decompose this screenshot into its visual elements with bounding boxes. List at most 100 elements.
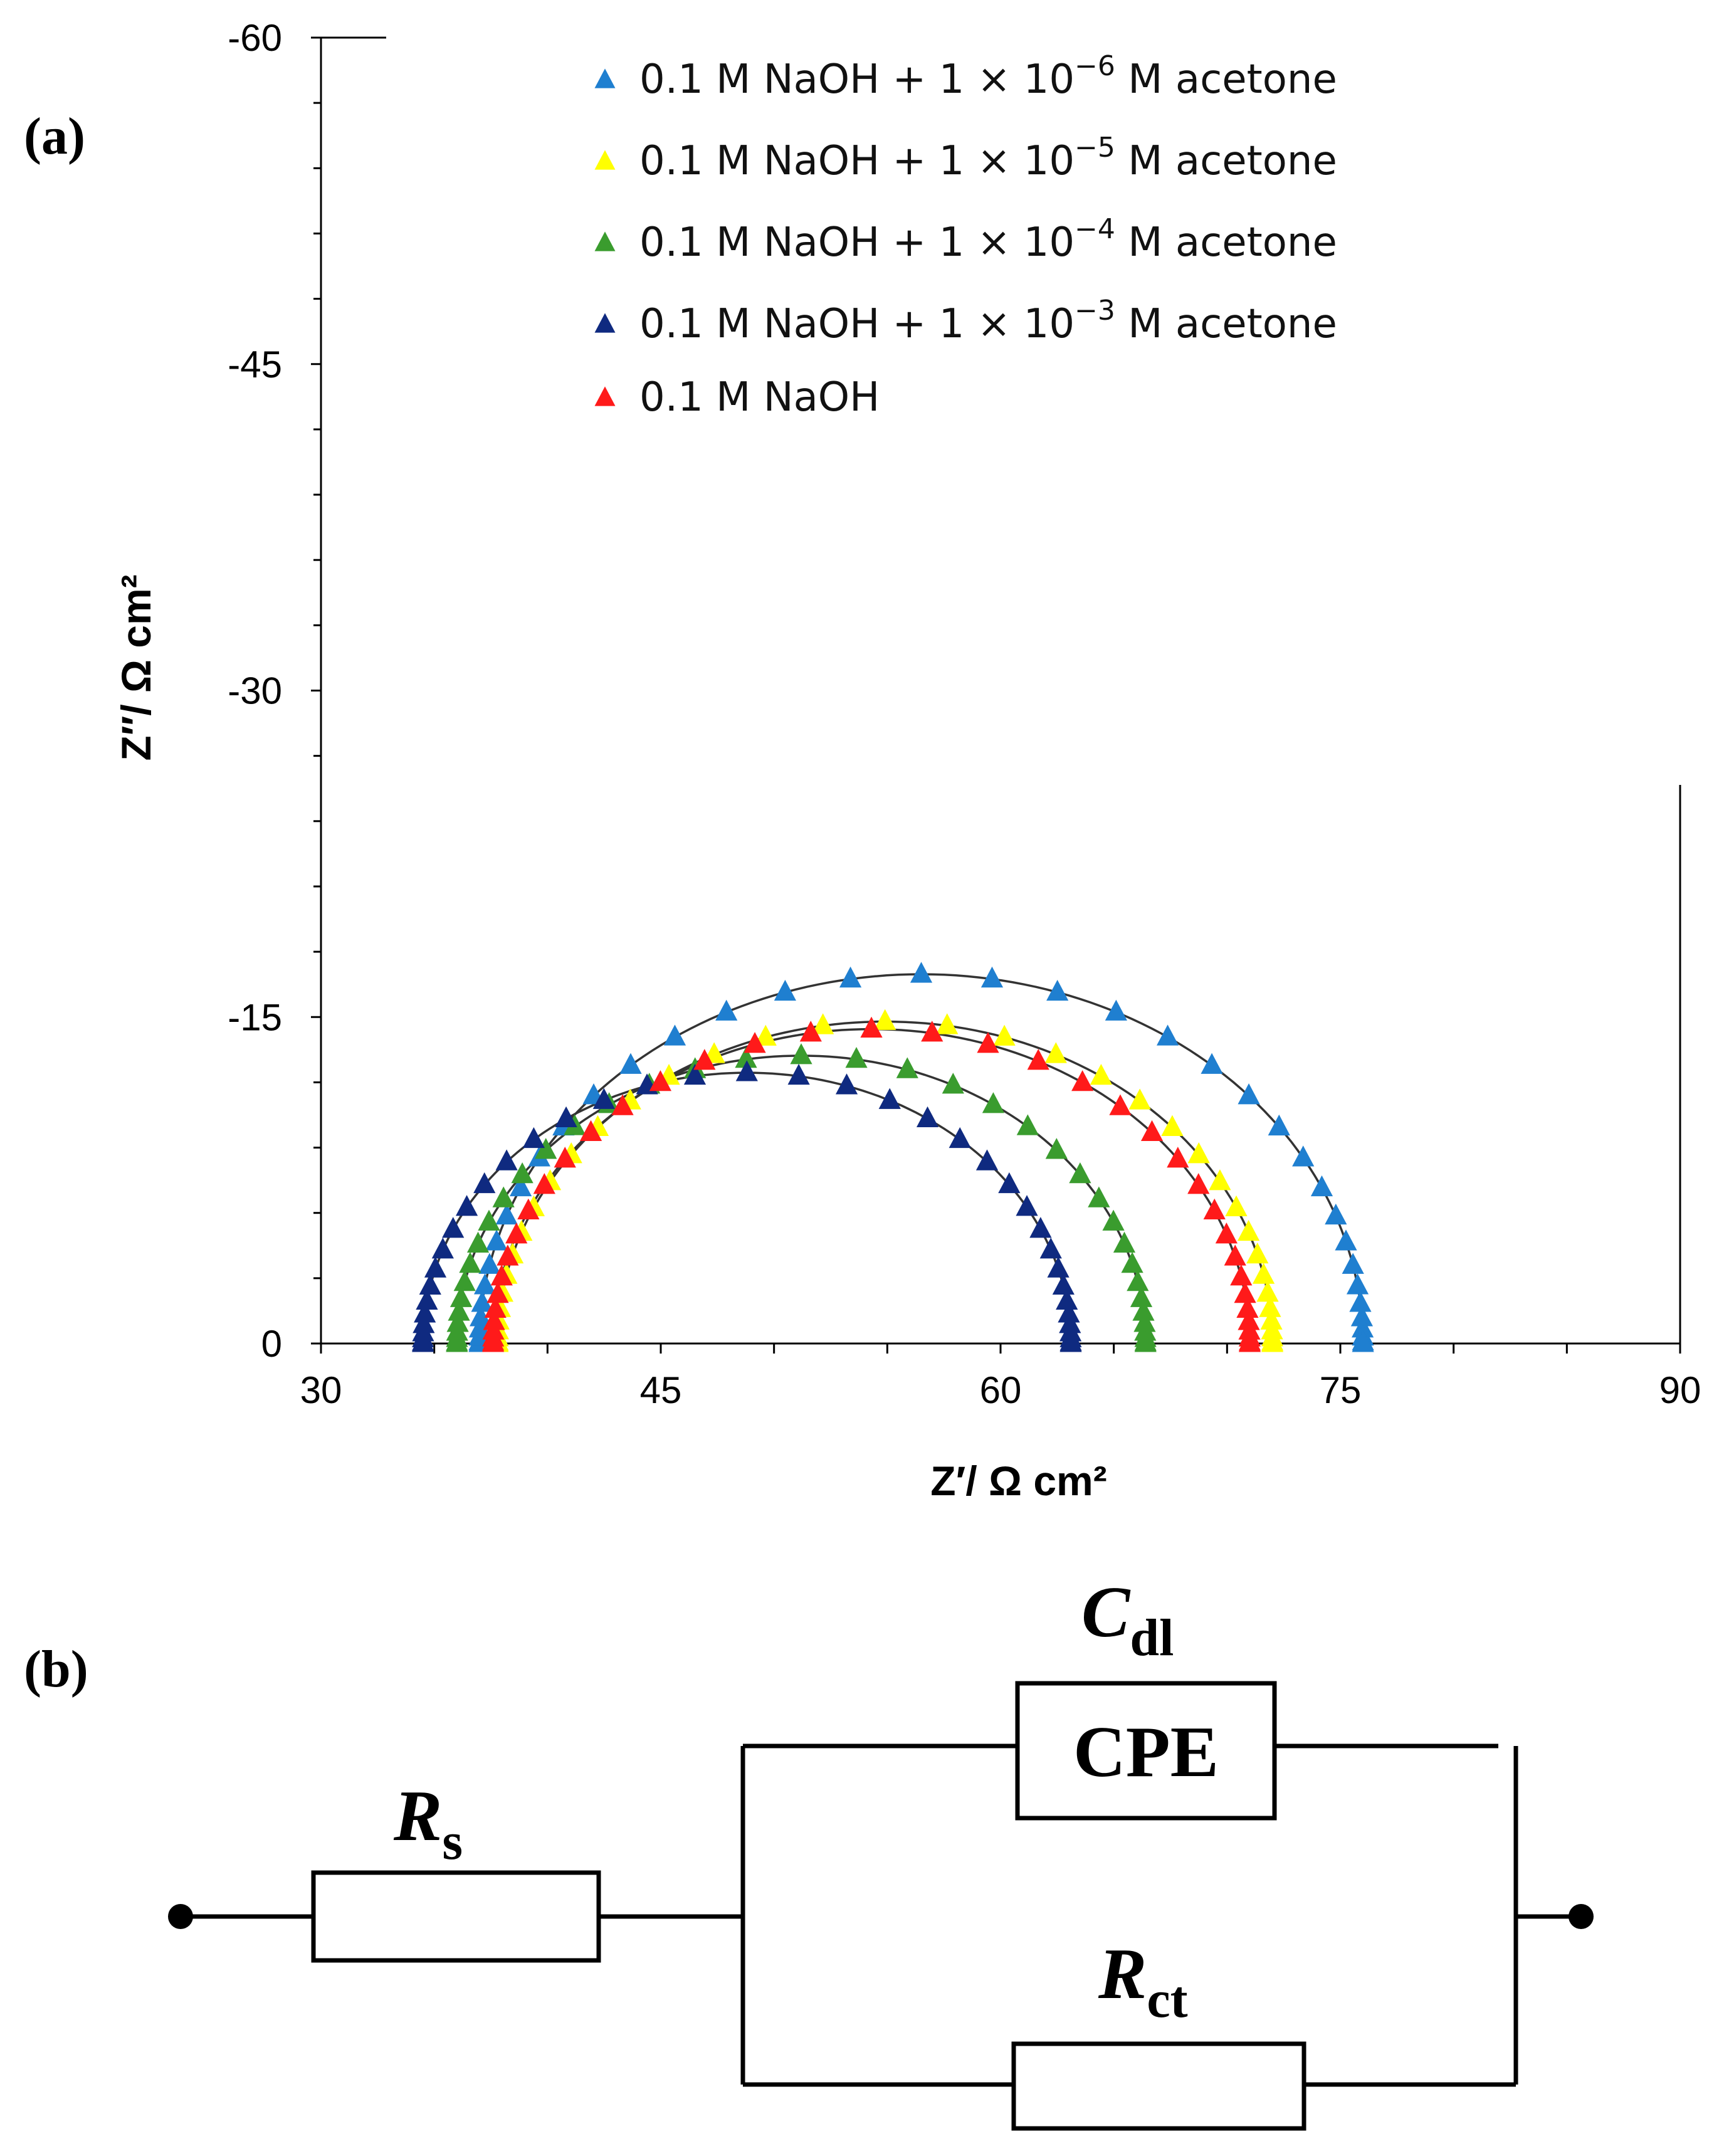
- panel-b-label: (b): [24, 1640, 88, 1698]
- data-point: [459, 1251, 481, 1273]
- cpe-text: CPE: [1073, 1712, 1219, 1792]
- legend-entry: 0.1 M NaOH + 1 × 10−4 M acetone: [639, 213, 1337, 266]
- data-point: [1029, 1217, 1052, 1238]
- data-point: [1201, 1053, 1223, 1074]
- data-point: [1059, 1331, 1082, 1352]
- data-point: [535, 1138, 557, 1159]
- data-point: [495, 1203, 518, 1225]
- data-point: [949, 1127, 971, 1149]
- data-point: [693, 1049, 716, 1070]
- data-point: [1224, 1244, 1246, 1266]
- data-point: [1310, 1175, 1333, 1197]
- data-point: [533, 1173, 555, 1194]
- data-point: [1234, 1281, 1256, 1303]
- data-point: [790, 1043, 812, 1065]
- nyquist-plot: 30 45 60 75 90 0 -15 -30 -45 -60: [228, 17, 1701, 1411]
- data-point: [1140, 1120, 1164, 1142]
- data-point: [744, 1032, 766, 1053]
- data-point: [812, 1013, 834, 1034]
- data-point: [1127, 1270, 1149, 1291]
- data-point: [1044, 1042, 1067, 1063]
- data-point: [1256, 1281, 1279, 1302]
- data-point: [982, 1092, 1005, 1113]
- data-point: [1109, 1094, 1132, 1115]
- rs-resistor: [311, 1870, 601, 1963]
- rs-label: Rs: [393, 1776, 463, 1871]
- data-point: [715, 999, 738, 1021]
- data-point: [414, 1301, 436, 1323]
- data-point: [1121, 1251, 1143, 1273]
- data-point: [1132, 1300, 1155, 1321]
- rct-resistor: [1011, 2041, 1306, 2131]
- data-point: [478, 1209, 500, 1231]
- data-point: [449, 1286, 473, 1307]
- y-tick-label: -45: [228, 344, 282, 386]
- legend-entry: 0.1 M NaOH + 1 × 10−6 M acetone: [639, 50, 1337, 103]
- data-point: [1342, 1253, 1364, 1274]
- data-point: [416, 1288, 438, 1310]
- data-point: [735, 1060, 758, 1081]
- data-point: [1046, 979, 1069, 1001]
- data-point: [1069, 1162, 1091, 1184]
- data-point: [1102, 1209, 1125, 1231]
- data-point: [554, 1147, 576, 1168]
- data-point: [522, 1127, 545, 1149]
- data-point: [611, 1094, 634, 1115]
- x-tick-label: 75: [1320, 1369, 1362, 1411]
- data-point: [1047, 1256, 1070, 1278]
- data-point: [1056, 1288, 1078, 1310]
- data-point: [774, 979, 796, 1001]
- data-point: [592, 1088, 615, 1109]
- data-point: [505, 1223, 528, 1244]
- data-point: [486, 1281, 509, 1303]
- data-point: [1016, 1195, 1038, 1216]
- legend-entry: 0.1 M NaOH: [639, 374, 880, 421]
- y-tick-label: -15: [228, 996, 282, 1038]
- data-point: [663, 1024, 686, 1046]
- data-point: [998, 1172, 1021, 1194]
- data-point: [468, 1317, 491, 1338]
- x-axis-title: Z′/ Ω cm²: [930, 1458, 1106, 1504]
- data-point: [1268, 1114, 1290, 1136]
- x-tick-label: 30: [300, 1369, 342, 1411]
- data-point: [1350, 1305, 1374, 1327]
- y-axis-title: Z″/ Ω cm²: [113, 574, 159, 760]
- data-point: [787, 1063, 810, 1085]
- data-point: [1187, 1173, 1210, 1194]
- legend-marker: [594, 68, 616, 88]
- x-tick-label: 60: [980, 1369, 1022, 1411]
- data-point: [473, 1273, 497, 1295]
- data-point: [485, 1229, 508, 1251]
- fit-curve: [456, 1054, 1147, 1344]
- y-tick-label: -60: [228, 17, 282, 59]
- data-point: [896, 1057, 918, 1078]
- data-point: [980, 966, 1004, 988]
- data-point: [497, 1244, 519, 1266]
- data-point: [1238, 1219, 1260, 1241]
- data-point: [517, 1198, 540, 1220]
- data-point: [455, 1195, 478, 1216]
- data-point: [1215, 1223, 1238, 1244]
- data-point: [419, 1273, 441, 1295]
- data-point: [683, 1063, 707, 1085]
- data-point: [413, 1312, 435, 1333]
- data-point: [1253, 1263, 1275, 1284]
- data-point: [1016, 1114, 1039, 1135]
- data-point: [1238, 1083, 1260, 1105]
- data-point: [473, 1172, 496, 1194]
- data-point: [921, 1021, 943, 1042]
- data-point: [1238, 1309, 1260, 1330]
- data-point: [835, 1073, 858, 1095]
- y-tick-label: 0: [261, 1323, 282, 1365]
- x-tick-label: 90: [1659, 1369, 1701, 1411]
- data-point: [910, 962, 933, 983]
- legend-entry: 0.1 M NaOH + 1 × 10−3 M acetone: [639, 295, 1337, 347]
- data-point: [1225, 1195, 1248, 1216]
- data-point: [555, 1106, 577, 1127]
- data-point: [1352, 1331, 1374, 1352]
- data-point: [1230, 1265, 1253, 1286]
- fit-curve: [478, 973, 1364, 1344]
- data-point: [1105, 999, 1127, 1021]
- data-point: [977, 1032, 999, 1053]
- data-point: [1238, 1331, 1261, 1352]
